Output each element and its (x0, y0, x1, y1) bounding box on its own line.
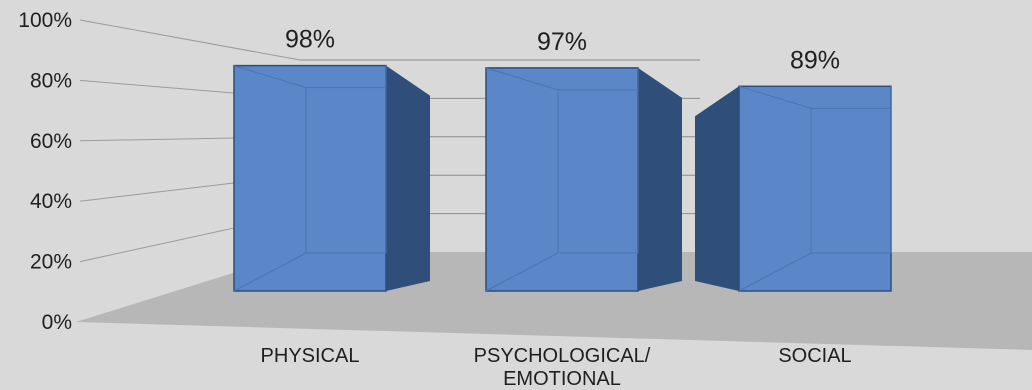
bar-inner-edge (810, 107, 892, 254)
bar-side-face (695, 86, 739, 291)
data-label: 98% (285, 26, 335, 54)
y-axis-ticks: 0% 20% 40% 60% 80% 100% (18, 9, 72, 334)
y-tick-label: 60% (30, 130, 72, 153)
x-tick-label: EMOTIONAL (503, 368, 621, 390)
bar-inner-edge (557, 89, 639, 254)
y-tick-label: 20% (30, 251, 72, 274)
data-label: 89% (790, 46, 840, 74)
bar-inner-edge (485, 67, 559, 91)
bar-inner-edge (738, 85, 812, 109)
bar (738, 85, 892, 292)
x-axis-labels: PHYSICAL PSYCHOLOGICAL/EMOTIONAL SOCIAL (261, 345, 852, 390)
bar-inner-edge (233, 65, 307, 89)
bar (233, 64, 387, 292)
bar-inner-edge (233, 252, 307, 292)
bar-inner-edge (485, 252, 559, 292)
y-tick-label: 0% (42, 311, 72, 334)
bars (233, 64, 892, 292)
bar-side-face (386, 65, 430, 291)
bar-side-face (638, 67, 682, 292)
y-tick-label: 100% (18, 9, 72, 32)
y-tick-label: 40% (30, 190, 72, 213)
y-tick-label: 80% (30, 69, 72, 92)
x-tick-label: SOCIAL (778, 345, 851, 367)
x-tick-label: PHYSICAL (261, 345, 360, 367)
data-label: 97% (537, 28, 587, 56)
gridline-diagonal (79, 19, 301, 61)
bar (485, 67, 639, 292)
data-labels: 98% 97% 89% (285, 26, 840, 75)
x-tick-label: PSYCHOLOGICAL/ (474, 345, 651, 367)
bar-inner-edge (738, 252, 812, 292)
bar-inner-edge (305, 87, 387, 254)
